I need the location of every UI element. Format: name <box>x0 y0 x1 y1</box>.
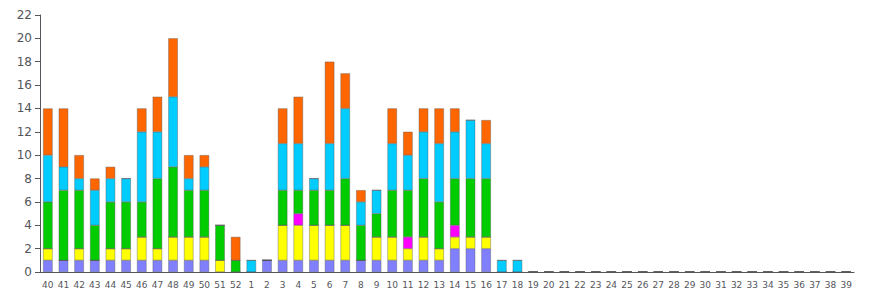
svg-text:23: 23 <box>590 280 601 290</box>
svg-text:14: 14 <box>449 280 461 290</box>
svg-text:47: 47 <box>152 280 163 290</box>
svg-text:6: 6 <box>24 195 32 209</box>
svg-text:16: 16 <box>17 78 32 92</box>
svg-text:44: 44 <box>105 280 117 290</box>
svg-text:34: 34 <box>762 280 774 290</box>
svg-text:50: 50 <box>199 280 211 290</box>
svg-text:22: 22 <box>17 8 32 22</box>
svg-text:10: 10 <box>17 148 32 162</box>
svg-text:4: 4 <box>24 218 32 232</box>
svg-text:8: 8 <box>24 172 32 186</box>
svg-text:38: 38 <box>825 280 837 290</box>
svg-text:15: 15 <box>465 280 476 290</box>
svg-text:46: 46 <box>136 280 148 290</box>
svg-text:3: 3 <box>280 280 286 290</box>
svg-text:19: 19 <box>527 280 539 290</box>
svg-text:43: 43 <box>89 280 100 290</box>
svg-text:32: 32 <box>731 280 742 290</box>
svg-text:42: 42 <box>73 280 84 290</box>
svg-text:31: 31 <box>715 280 726 290</box>
svg-text:9: 9 <box>374 280 380 290</box>
svg-text:2: 2 <box>264 280 270 290</box>
svg-text:6: 6 <box>327 280 333 290</box>
svg-text:28: 28 <box>668 280 680 290</box>
svg-text:24: 24 <box>606 280 618 290</box>
svg-text:18: 18 <box>17 55 32 69</box>
svg-text:41: 41 <box>58 280 69 290</box>
svg-text:52: 52 <box>230 280 241 290</box>
svg-text:36: 36 <box>793 280 805 290</box>
svg-text:30: 30 <box>700 280 712 290</box>
svg-text:12: 12 <box>418 280 429 290</box>
svg-text:51: 51 <box>214 280 225 290</box>
svg-text:33: 33 <box>747 280 758 290</box>
svg-text:4: 4 <box>295 280 301 290</box>
svg-text:25: 25 <box>621 280 632 290</box>
svg-text:14: 14 <box>17 101 32 115</box>
svg-text:29: 29 <box>684 280 696 290</box>
svg-text:37: 37 <box>809 280 820 290</box>
svg-text:27: 27 <box>653 280 664 290</box>
svg-text:17: 17 <box>496 280 507 290</box>
svg-text:26: 26 <box>637 280 649 290</box>
svg-text:22: 22 <box>574 280 585 290</box>
svg-text:35: 35 <box>778 280 789 290</box>
svg-text:48: 48 <box>167 280 179 290</box>
svg-text:18: 18 <box>512 280 524 290</box>
svg-text:45: 45 <box>120 280 131 290</box>
svg-text:0: 0 <box>24 265 32 279</box>
svg-text:1: 1 <box>248 280 254 290</box>
svg-text:7: 7 <box>342 280 348 290</box>
svg-text:21: 21 <box>559 280 570 290</box>
svg-text:8: 8 <box>358 280 364 290</box>
svg-text:10: 10 <box>386 280 398 290</box>
svg-text:12: 12 <box>17 125 32 139</box>
svg-text:13: 13 <box>433 280 444 290</box>
svg-text:5: 5 <box>311 280 317 290</box>
svg-text:2: 2 <box>24 242 32 256</box>
svg-text:16: 16 <box>480 280 492 290</box>
svg-text:49: 49 <box>183 280 195 290</box>
svg-text:39: 39 <box>840 280 852 290</box>
svg-text:11: 11 <box>402 280 413 290</box>
svg-text:40: 40 <box>42 280 54 290</box>
svg-text:20: 20 <box>17 31 32 45</box>
svg-text:20: 20 <box>543 280 555 290</box>
